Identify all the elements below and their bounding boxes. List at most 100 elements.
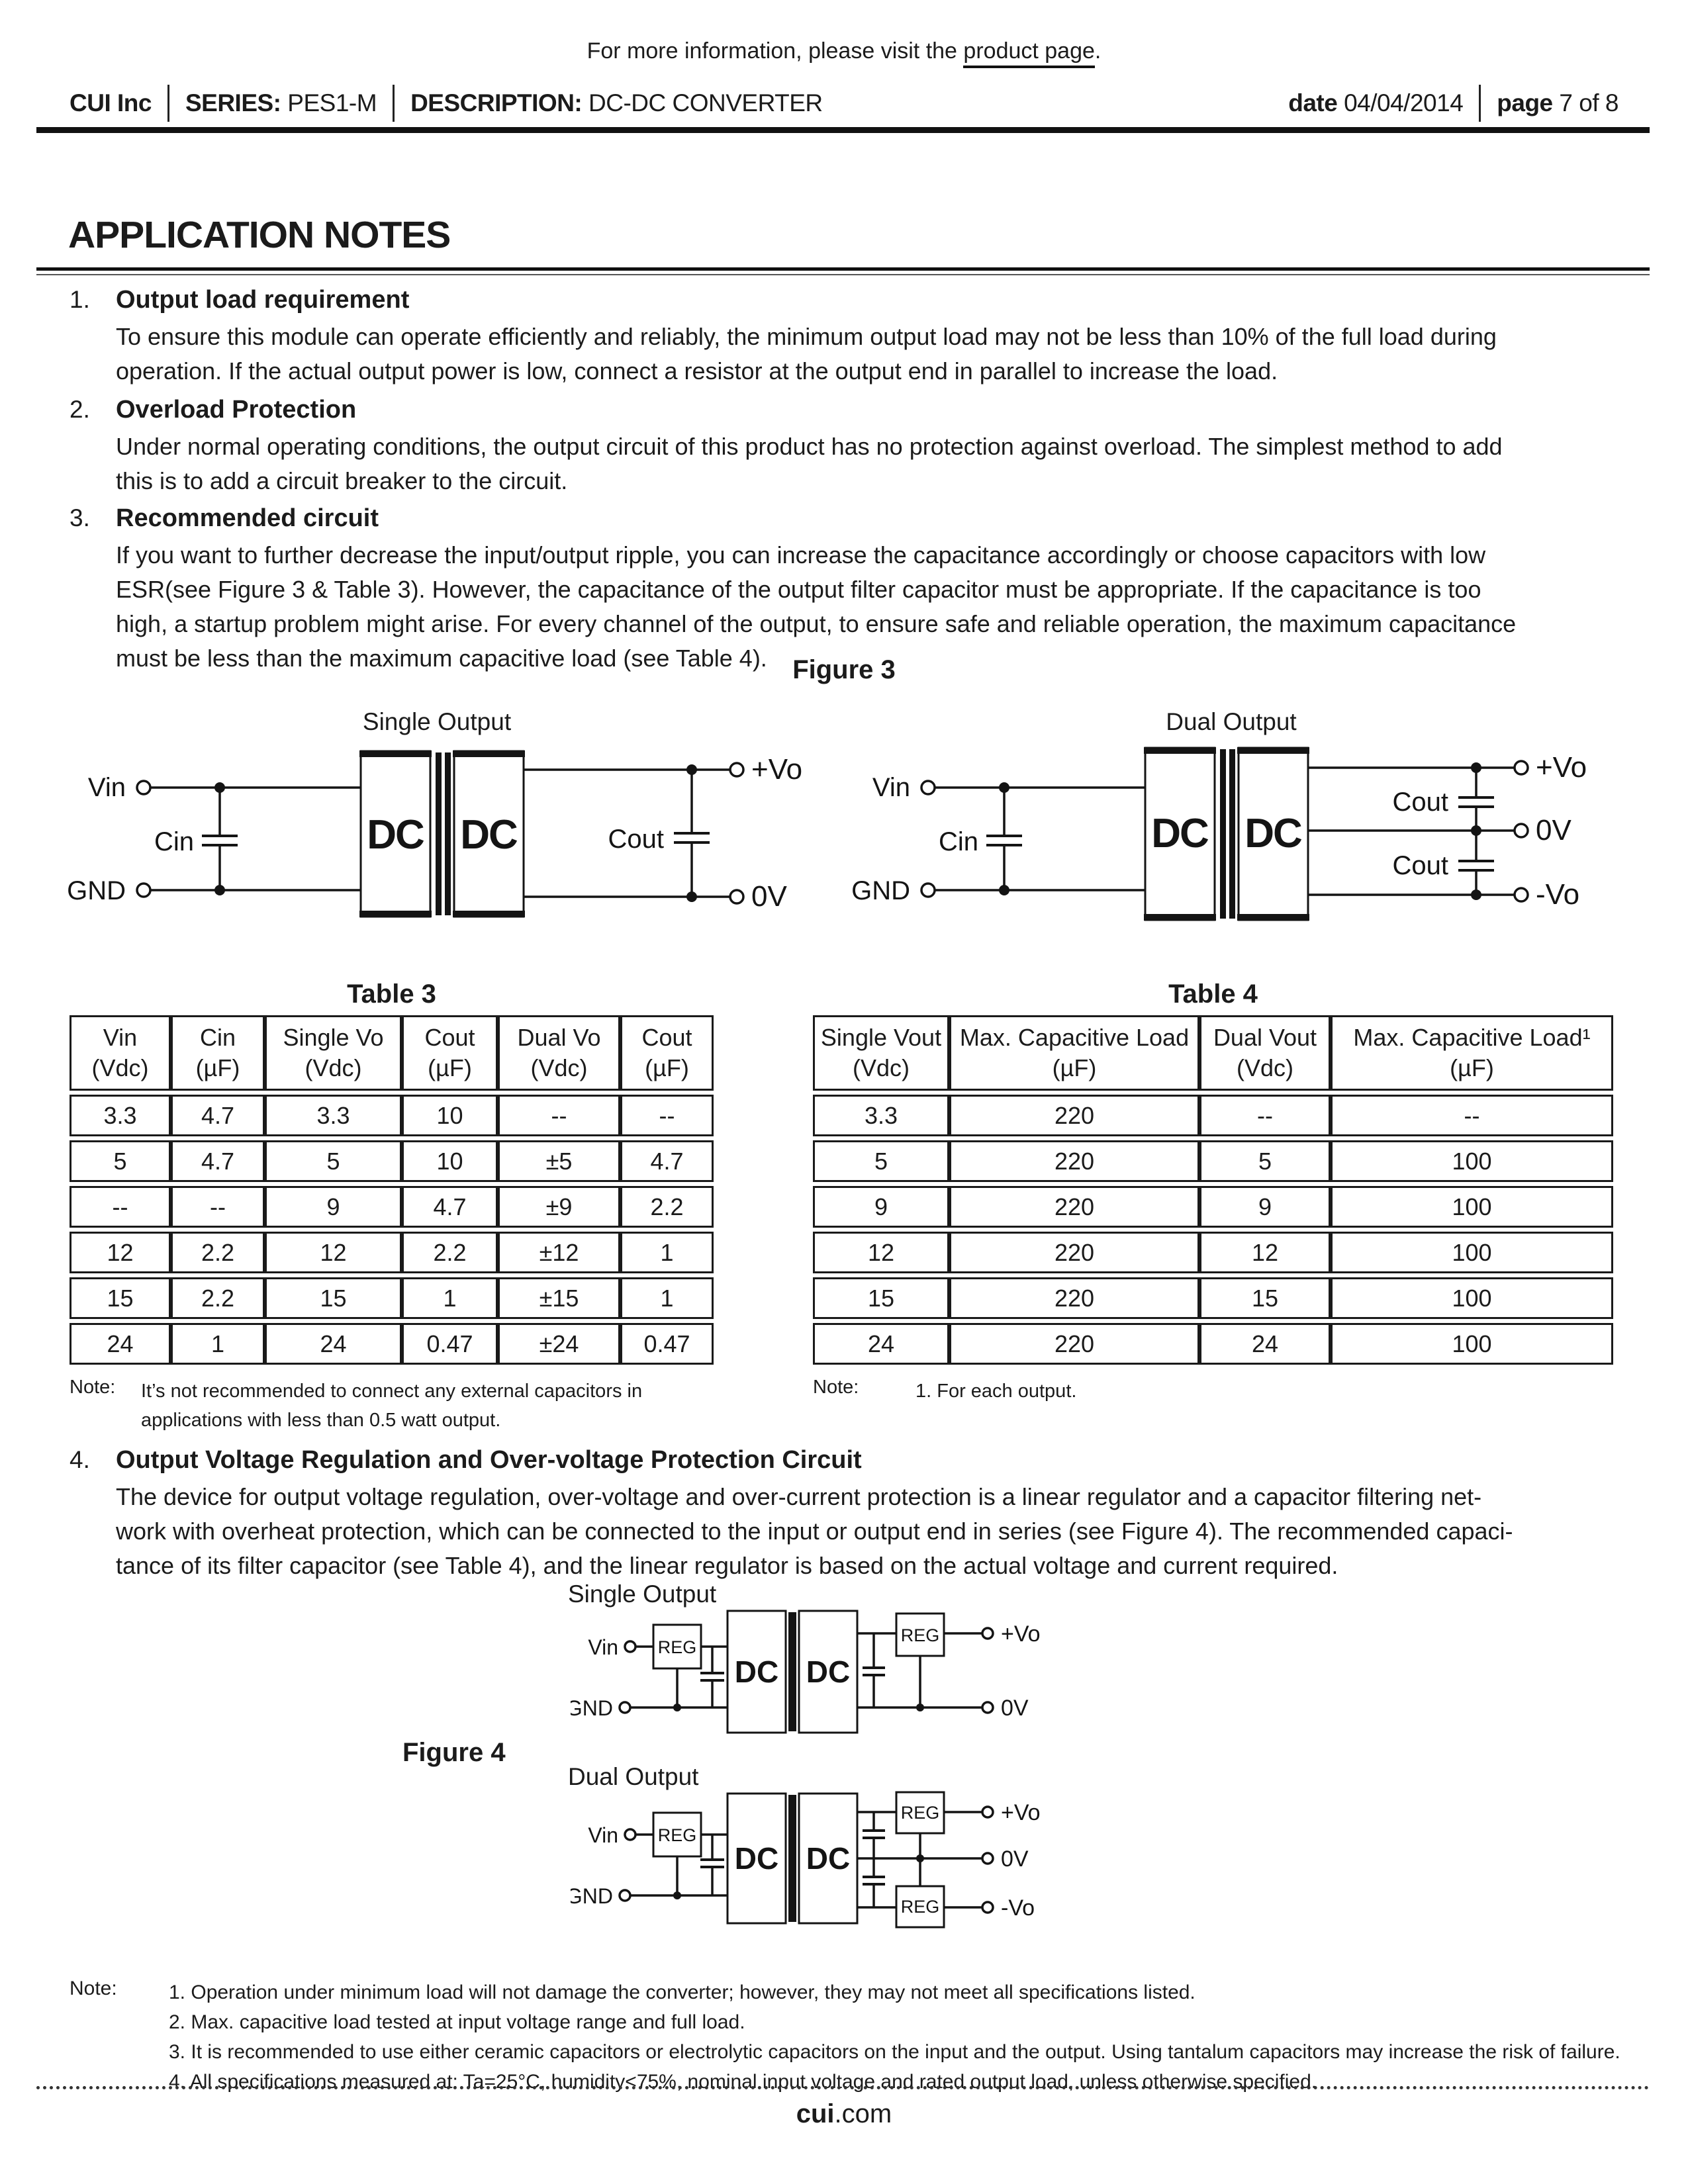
figure3-dual-circuit: Vin Cin GND DC DC +Vo Cout 0V <box>851 747 1587 921</box>
cout-label: Cout <box>608 825 665 854</box>
table-cell: 5 <box>1199 1140 1331 1182</box>
table-cell: 0.47 <box>402 1323 498 1365</box>
date-value: 04/04/2014 <box>1344 89 1464 116</box>
table-row: 24 220 24 100 <box>813 1323 1613 1365</box>
section-ovp-circuit: 4. Output Voltage Regulation and Over-vo… <box>70 1446 1632 1583</box>
section-heading: Output load requirement <box>116 286 410 314</box>
table-cell: 1 <box>402 1277 498 1319</box>
table-cell: 9 <box>265 1186 402 1228</box>
table-header-row: Single Vout (Vdc) Max. Capacitive Load (µF)… <box>813 1015 1613 1091</box>
table3-note-label: Note: <box>70 1377 116 1398</box>
dc-text: DC <box>1151 811 1209 856</box>
vin-terminal <box>136 780 152 796</box>
nvo-label: -Vo <box>1001 1895 1035 1921</box>
page-number: page 7 of 8 <box>1497 89 1618 117</box>
table4: Single Vout (Vdc) Max. Capacitive Load (µF)… <box>813 1011 1613 1369</box>
cin-label: Cin <box>939 827 978 856</box>
pvo-label: +Vo <box>751 753 802 786</box>
page-value: 7 of 8 <box>1559 89 1618 116</box>
figure4-caption: Figure 4 <box>402 1738 506 1767</box>
footnotes-list: 1. Operation under minimum load will not… <box>169 1978 1625 2097</box>
table-cell: 1 <box>620 1277 714 1319</box>
table-cell: 0.47 <box>620 1323 714 1365</box>
table-cell: -- <box>1199 1095 1331 1136</box>
table-cell: 12 <box>265 1232 402 1273</box>
gnd-terminal <box>618 1889 632 1902</box>
transformer-bar <box>788 1795 796 1922</box>
gnd-label: GND <box>571 1696 613 1720</box>
figure3-single-label: Single Output <box>362 708 512 735</box>
series-value: PES1-M <box>287 89 377 116</box>
header-separator <box>167 85 169 122</box>
dc-text: DC <box>460 812 518 858</box>
table-header-cell: Single Vout (Vdc) <box>813 1015 949 1091</box>
pvo-terminal <box>981 1805 994 1819</box>
figure3-single-circuit: Vin Cin GND DC DC +Vo Cout 0V <box>67 750 802 918</box>
table-row: 15 220 15 100 <box>813 1277 1613 1319</box>
footer-brand-bold: cui <box>796 2099 835 2128</box>
dc-block <box>798 1610 859 1734</box>
table-header-cell: Vin (Vdc) <box>70 1015 171 1091</box>
table-cell: ±9 <box>498 1186 620 1228</box>
pvo-terminal <box>729 762 745 778</box>
pvo-terminal <box>1513 760 1529 776</box>
footer-brand-rest: .com <box>834 2099 892 2128</box>
description-label: DESCRIPTION: <box>410 89 583 116</box>
table-cell: 12 <box>813 1232 949 1273</box>
transformer-bar <box>788 1612 796 1731</box>
table-cell: 4.7 <box>402 1186 498 1228</box>
product-page-link[interactable]: product page <box>963 38 1095 68</box>
dc-text: DC <box>806 1841 850 1876</box>
footnote-item: 1. Operation under minimum load will not… <box>169 1981 1196 2003</box>
vin-terminal <box>920 780 936 796</box>
page-title: APPLICATION NOTES <box>68 214 451 256</box>
section-body: To ensure this module can operate effici… <box>116 323 1497 385</box>
title-rule-thin <box>36 274 1650 275</box>
table-cell: 12 <box>70 1232 171 1273</box>
header-left: CUI Inc SERIES: PES1-M DESCRIPTION: DC-D… <box>70 85 823 122</box>
table-row: 3.3 220 -- -- <box>813 1095 1613 1136</box>
table4-note: 1. For each output. <box>915 1381 1077 1402</box>
transformer-bar <box>1229 749 1235 919</box>
table-cell: 15 <box>70 1277 171 1319</box>
gnd-terminal <box>136 882 152 898</box>
table-header-cell: Cout (µF) <box>402 1015 498 1091</box>
table-header-cell: Max. Capacitive Load¹ (µF) <box>1331 1015 1613 1091</box>
table-cell: 9 <box>1199 1186 1331 1228</box>
table3-caption: Table 3 <box>347 979 436 1009</box>
vin-label: Vin <box>872 773 910 802</box>
table-cell: 24 <box>265 1323 402 1365</box>
table-cell: 3.3 <box>70 1095 171 1136</box>
table-cell: 220 <box>949 1323 1199 1365</box>
dc-text: DC <box>735 1655 778 1689</box>
table-header-cell: Cin (µF) <box>171 1015 265 1091</box>
table3-note: It’s not recommended to connect any exte… <box>141 1381 643 1431</box>
table-row: 12 220 12 100 <box>813 1232 1613 1273</box>
section-heading: Recommended circuit <box>116 504 379 532</box>
table-cell: 10 <box>402 1095 498 1136</box>
zv-terminal <box>981 1701 994 1714</box>
table-cell: ±15 <box>498 1277 620 1319</box>
table-header-row: Vin (Vdc) Cin (µF) Single Vo (Vdc) Cout (µF) Dua… <box>70 1015 714 1091</box>
table-cell: 220 <box>949 1186 1199 1228</box>
header-bar: CUI Inc SERIES: PES1-M DESCRIPTION: DC-D… <box>70 85 1618 122</box>
table-cell: 100 <box>1331 1140 1613 1182</box>
table-cell: 1 <box>620 1232 714 1273</box>
section-number: 3. <box>70 504 90 531</box>
table-cell: 1 <box>171 1323 265 1365</box>
dc-block <box>798 1792 859 1925</box>
figure4-dual-label: Dual Output <box>568 1763 699 1790</box>
section-heading: Overload Protection <box>116 396 357 424</box>
pvo-terminal <box>981 1627 994 1640</box>
table-cell: 220 <box>949 1277 1199 1319</box>
table-header-cell: Single Vo (Vdc) <box>265 1015 402 1091</box>
header-separator <box>393 85 395 122</box>
table3: Vin (Vdc) Cin (µF) Single Vo (Vdc) Cout (µF) Dua… <box>70 1011 714 1369</box>
footnote-item: 4. All specifications measured at: Ta=25… <box>169 2071 1317 2093</box>
table-cell: 5 <box>265 1140 402 1182</box>
section-body: If you want to further decrease the inpu… <box>116 541 1517 672</box>
table-cell: 5 <box>813 1140 949 1182</box>
table-cell: 4.7 <box>171 1095 265 1136</box>
footnote-item: 2. Max. capacitive load tested at input … <box>169 2011 745 2033</box>
